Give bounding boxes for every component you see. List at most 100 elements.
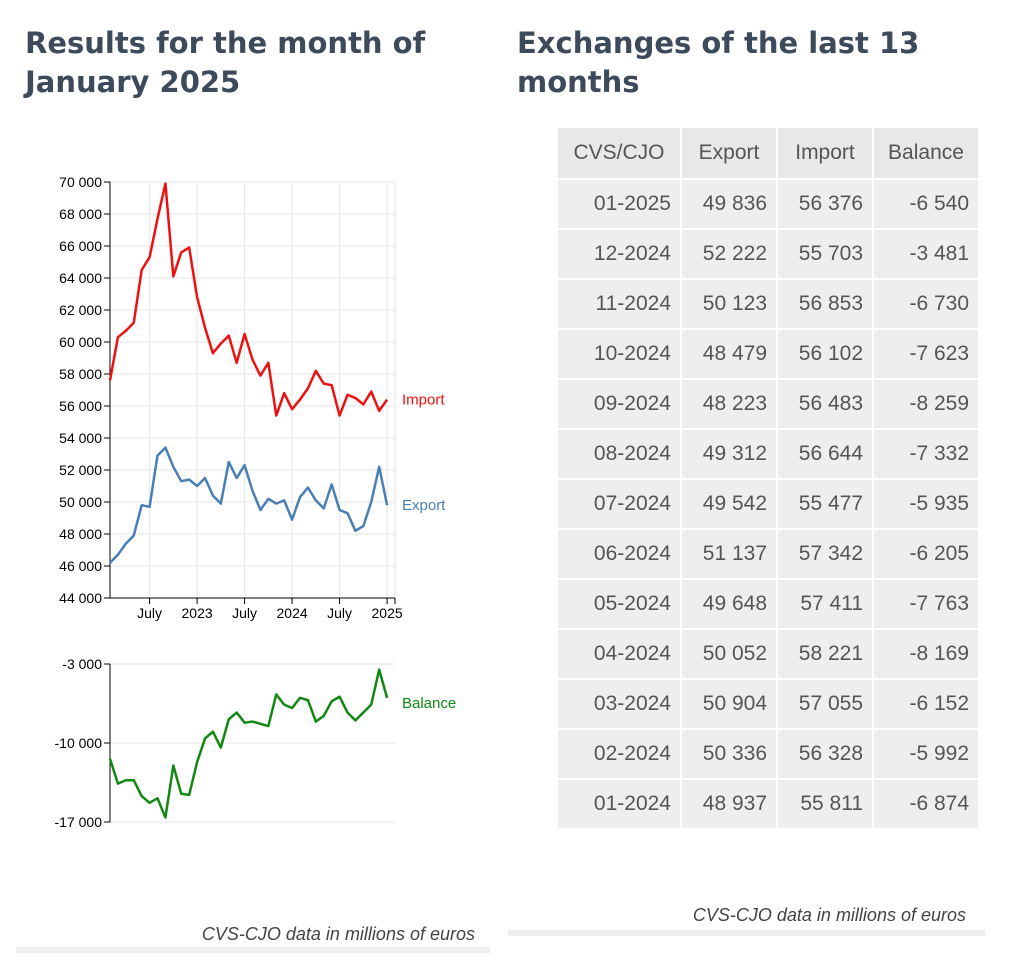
import-cell: 56 483: [776, 378, 874, 430]
balance-cell: -8 169: [872, 628, 980, 680]
import-cell: 56 853: [776, 278, 874, 330]
period-cell: 11-2024: [556, 278, 682, 330]
table-row: 07-2024 49 542 55 477 -5 935: [556, 478, 980, 530]
balance-cell: -6 874: [872, 778, 980, 830]
table-row: 01-2024 48 937 55 811 -6 874: [556, 778, 980, 830]
import-cell: 56 644: [776, 428, 874, 480]
import-cell: 57 411: [776, 578, 874, 630]
import-cell: 55 811: [776, 778, 874, 830]
y-tick-label: -3 000: [62, 656, 102, 672]
period-cell: 10-2024: [556, 328, 682, 380]
import-cell: 57 055: [776, 678, 874, 730]
balance-cell: -7 623: [872, 328, 980, 380]
y-tick-label: 56 000: [59, 398, 102, 414]
balance-cell: -6 540: [872, 178, 980, 230]
balance-cell: -6 152: [872, 678, 980, 730]
export-cell: 49 312: [680, 428, 778, 480]
y-tick-label: 46 000: [59, 558, 102, 574]
table-row: 11-2024 50 123 56 853 -6 730: [556, 278, 980, 330]
series-label-import: Import: [402, 392, 445, 409]
export-cell: 49 542: [680, 478, 778, 530]
exchanges-table: CVS/CJO Export Import Balance 01-2025 49 …: [556, 126, 980, 830]
balance-cell: -5 992: [872, 728, 980, 780]
import-cell: 55 477: [776, 478, 874, 530]
y-tick-label: 52 000: [59, 462, 102, 478]
export-cell: 50 904: [680, 678, 778, 730]
right-panel-title: Exchanges of the last 13 months: [517, 26, 920, 99]
period-cell: 06-2024: [556, 528, 682, 580]
export-cell: 49 648: [680, 578, 778, 630]
table-row: 12-2024 52 222 55 703 -3 481: [556, 228, 980, 280]
y-tick-label: 68 000: [59, 206, 102, 222]
y-tick-label: 60 000: [59, 334, 102, 350]
x-tick-label: 2023: [182, 605, 213, 621]
import-cell: 55 703: [776, 228, 874, 280]
period-cell: 07-2024: [556, 478, 682, 530]
balance-cell: -6 730: [872, 278, 980, 330]
table-header-row: CVS/CJO Export Import Balance: [556, 126, 980, 180]
column-header-balance: Balance: [872, 126, 980, 180]
y-tick-label: -17 000: [55, 814, 103, 830]
import-cell: 56 376: [776, 178, 874, 230]
balance-cell: -7 332: [872, 428, 980, 480]
period-cell: 01-2024: [556, 778, 682, 830]
table-body: 01-2025 49 836 56 376 -6 540 12-2024 52 222 55…: [556, 178, 980, 830]
table-row: 09-2024 48 223 56 483 -8 259: [556, 378, 980, 430]
export-cell: 50 052: [680, 628, 778, 680]
series-label-balance: Balance: [402, 695, 456, 712]
right-source-note: CVS-CJO data in millions of euros: [692, 905, 966, 925]
import-cell: 58 221: [776, 628, 874, 680]
y-tick-label: 64 000: [59, 270, 102, 286]
x-tick-label: July: [327, 605, 352, 621]
period-cell: 04-2024: [556, 628, 682, 680]
x-tick-label: 2025: [372, 605, 403, 621]
table-row: 08-2024 49 312 56 644 -7 332: [556, 428, 980, 480]
period-cell: 12-2024: [556, 228, 682, 280]
x-tick-label: 2024: [277, 605, 308, 621]
export-cell: 51 137: [680, 528, 778, 580]
table-row: 10-2024 48 479 56 102 -7 623: [556, 328, 980, 380]
period-cell: 01-2025: [556, 178, 682, 230]
period-cell: 02-2024: [556, 728, 682, 780]
y-tick-label: 54 000: [59, 430, 102, 446]
export-cell: 48 223: [680, 378, 778, 430]
series-line-import: [108, 182, 389, 417]
y-tick-label: 58 000: [59, 366, 102, 382]
export-cell: 52 222: [680, 228, 778, 280]
import-export-chart: 44 000 46 000 48 000 50 000 52 000 54 000 56 0…: [59, 174, 446, 621]
y-tick-label: 62 000: [59, 302, 102, 318]
import-cell: 57 342: [776, 528, 874, 580]
table-row: 01-2025 49 836 56 376 -6 540: [556, 178, 980, 230]
period-cell: 05-2024: [556, 578, 682, 630]
y-tick-label: 44 000: [59, 590, 102, 606]
y-tick-label: 70 000: [59, 174, 102, 190]
export-cell: 48 479: [680, 328, 778, 380]
left-panel-title: Results for the month of January 2025: [25, 26, 426, 99]
x-tick-label: July: [137, 605, 162, 621]
column-header-import: Import: [776, 126, 874, 180]
series-line-export: [109, 446, 389, 564]
balance-cell: -8 259: [872, 378, 980, 430]
export-cell: 50 123: [680, 278, 778, 330]
export-cell: 49 836: [680, 178, 778, 230]
y-tick-label: 48 000: [59, 526, 102, 542]
y-tick-label: 50 000: [59, 494, 102, 510]
balance-chart: -17 000 -10 000 -3 000 Balance: [55, 656, 457, 830]
y-tick-label: 66 000: [59, 238, 102, 254]
table-row: 03-2024 50 904 57 055 -6 152: [556, 678, 980, 730]
series-line-balance: [108, 668, 389, 819]
period-cell: 09-2024: [556, 378, 682, 430]
y-tick-label: -10 000: [55, 735, 103, 751]
import-cell: 56 102: [776, 328, 874, 380]
left-divider: [16, 947, 490, 953]
trade-charts: 44 000 46 000 48 000 50 000 52 000 54 000 56 0…: [55, 174, 457, 830]
period-cell: 08-2024: [556, 428, 682, 480]
column-header-export: Export: [680, 126, 778, 180]
import-cell: 56 328: [776, 728, 874, 780]
column-header-period: CVS/CJO: [556, 126, 682, 180]
balance-cell: -6 205: [872, 528, 980, 580]
export-cell: 50 336: [680, 728, 778, 780]
table-row: 04-2024 50 052 58 221 -8 169: [556, 628, 980, 680]
left-source-note: CVS-CJO data in millions of euros: [201, 924, 475, 944]
export-cell: 48 937: [680, 778, 778, 830]
